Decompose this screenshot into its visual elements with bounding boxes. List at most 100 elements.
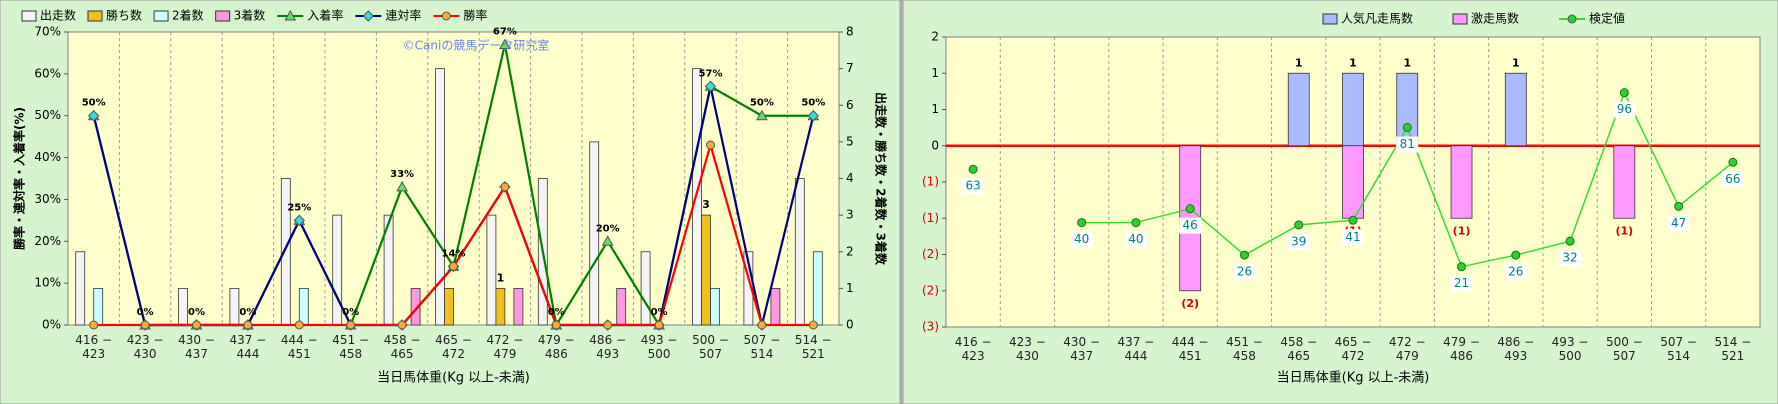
marker xyxy=(1674,201,1684,211)
legend-swatch xyxy=(87,10,103,22)
value-label: 1 xyxy=(1512,56,1520,69)
x-tick-label: 493 − 500 xyxy=(1551,335,1589,363)
marker xyxy=(1511,250,1521,260)
y-tick-label: 30% xyxy=(34,192,61,206)
x-tick-label: 444 − 451 xyxy=(1171,335,1209,363)
bar xyxy=(410,287,421,326)
y-tick-label: (1) xyxy=(922,175,939,189)
x-tick-label: 472 − 479 xyxy=(1388,335,1426,363)
value-label: 63 xyxy=(965,179,980,193)
value-label: 3 xyxy=(702,198,710,211)
x-tick-label: 423 − 430 xyxy=(1009,335,1046,363)
x-tick-label: 507 − 514 xyxy=(743,333,781,361)
x-tick-label: 437 − 444 xyxy=(229,333,267,361)
marker xyxy=(192,320,201,330)
bar xyxy=(1613,145,1636,219)
marker xyxy=(293,214,306,227)
label-box xyxy=(1667,215,1690,232)
value-label: 26 xyxy=(1237,265,1252,279)
legend-label: 激走馬数 xyxy=(1471,11,1519,26)
label-box xyxy=(1233,264,1256,281)
bar xyxy=(710,287,720,326)
marker xyxy=(1185,204,1195,214)
marker xyxy=(757,320,767,330)
legend-label: 出走数 xyxy=(40,8,76,23)
y-tick-label: (2) xyxy=(922,247,939,261)
value-label: 50% xyxy=(750,98,774,109)
legend-swatch xyxy=(1322,13,1338,25)
legend-label: 入着率 xyxy=(307,8,343,23)
bar xyxy=(701,214,711,326)
bar xyxy=(812,251,823,326)
value-label: 40 xyxy=(1128,232,1143,246)
marker xyxy=(243,320,253,330)
marker xyxy=(397,320,407,330)
x-tick-label: 451 − 458 xyxy=(332,333,370,361)
y2-tick-label: 4 xyxy=(846,171,854,185)
value-label: 20% xyxy=(596,223,620,234)
marker xyxy=(1131,218,1141,228)
y2-tick-label: 6 xyxy=(846,98,854,112)
bar xyxy=(1342,72,1364,147)
marker xyxy=(1239,250,1249,260)
bar xyxy=(229,287,240,326)
marker xyxy=(89,320,99,330)
label-box xyxy=(1450,275,1473,292)
value-label: 33% xyxy=(390,169,414,180)
value-label: 0% xyxy=(137,307,154,318)
marker xyxy=(140,320,150,330)
marker xyxy=(807,110,820,122)
legend-label: 連対率 xyxy=(385,8,421,23)
marker xyxy=(1294,220,1304,230)
bar xyxy=(435,68,445,326)
legend-swatch xyxy=(1452,13,1468,25)
bar xyxy=(178,287,188,326)
x-tick-label: 514 − 521 xyxy=(1714,335,1752,363)
x-tick-label: 479 − 486 xyxy=(1443,335,1480,363)
marker xyxy=(551,320,561,330)
label-box xyxy=(1504,264,1527,281)
y-tick-label: (2) xyxy=(922,283,939,297)
x-tick-label: 486 − 493 xyxy=(589,333,627,361)
label-box xyxy=(1287,233,1310,250)
x-tick-label: 451 − 458 xyxy=(1226,335,1263,363)
x-tick-label: 479 − 486 xyxy=(537,333,575,361)
y-tick-label: 1 xyxy=(931,66,939,80)
value-label: 57% xyxy=(699,68,723,79)
y2-tick-label: 1 xyxy=(846,281,854,295)
marker xyxy=(500,182,510,192)
bar xyxy=(298,287,309,326)
label-box xyxy=(1070,231,1093,248)
y-tick-label: 10% xyxy=(34,276,61,290)
y-tick-label: 40% xyxy=(34,150,61,164)
value-label: 0% xyxy=(651,307,668,318)
marker xyxy=(294,320,304,330)
value-label: 21 xyxy=(1454,276,1469,290)
y-tick-label: 2 xyxy=(931,30,939,44)
bar xyxy=(486,214,497,326)
x-tick-label: 472 − 479 xyxy=(486,333,524,361)
marker xyxy=(603,320,613,330)
marker xyxy=(1619,88,1629,98)
value-label: 0% xyxy=(239,307,256,318)
x-tick-label: 514 − 521 xyxy=(794,333,832,361)
bar xyxy=(1450,145,1473,219)
value-label: 67% xyxy=(493,27,517,38)
value-label: (1) xyxy=(1615,224,1633,237)
value-label: 25% xyxy=(287,202,311,213)
x-tick-label: 416 − 423 xyxy=(75,333,113,361)
legend-label: 3着数 xyxy=(234,8,266,23)
value-label: 96 xyxy=(1617,102,1632,116)
bar xyxy=(93,287,104,326)
bar xyxy=(513,287,524,326)
legend-swatch xyxy=(21,10,37,22)
label-box xyxy=(1721,171,1744,188)
marker xyxy=(346,320,356,330)
value-label: 40 xyxy=(1074,232,1089,246)
x-tick-label: 465 − 472 xyxy=(1334,335,1372,363)
x-tick-label: 500 − 507 xyxy=(1605,335,1643,363)
x-tick-label: 500 − 507 xyxy=(692,333,729,361)
marker xyxy=(499,38,511,50)
x-tick-label: 444 − 451 xyxy=(280,333,318,361)
y2-axis-title: 出走数・勝ち数・2着数・3着数 xyxy=(874,92,889,266)
